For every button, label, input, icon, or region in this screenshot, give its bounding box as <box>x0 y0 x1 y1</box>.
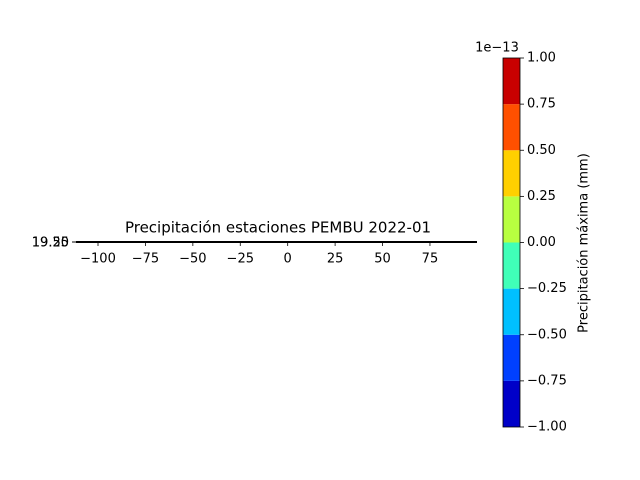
x-tick-label: −25 <box>227 252 254 267</box>
colorbar-bin <box>503 334 520 381</box>
x-tick-label: −100 <box>80 252 116 267</box>
colorbar-tick-label: 0.50 <box>527 143 556 158</box>
x-tick-label: 50 <box>374 252 391 267</box>
colorbar-tick-label: −0.25 <box>527 281 567 296</box>
colorbar-tick-label: −0.50 <box>527 327 567 342</box>
colorbar-bin <box>503 150 520 197</box>
colorbar-tick-label: 0.75 <box>527 97 556 112</box>
x-tick-label: 75 <box>422 252 439 267</box>
x-tick-label: 25 <box>327 252 344 267</box>
colorbar-tick-label: −0.75 <box>527 373 567 388</box>
colorbar-label: Precipitación máxima (mm) <box>577 153 592 333</box>
x-tick-label: −75 <box>132 252 159 267</box>
colorbar-tick-label: 0.00 <box>527 235 556 250</box>
colorbar-bin <box>503 58 520 105</box>
colorbar-offset: 1e−13 <box>475 41 519 56</box>
colorbar-bin <box>503 242 520 289</box>
colorbar-bin <box>503 380 520 427</box>
colorbar-bin <box>503 288 520 335</box>
colorbar-tick-label: −1.00 <box>527 420 567 435</box>
chart-title: Precipitación estaciones PEMBU 2022-01 <box>125 219 431 237</box>
colorbar-bin <box>503 196 520 243</box>
x-tick-label: 0 <box>284 252 292 267</box>
y-tick-label: 19.50 <box>32 236 69 251</box>
colorbar-tick-label: 0.25 <box>527 189 556 204</box>
colorbar-tick-label: 1.00 <box>527 51 556 66</box>
y-tick-label: 19.25 <box>32 236 69 251</box>
colorbar-bin <box>503 104 520 151</box>
x-tick-label: −50 <box>179 252 206 267</box>
